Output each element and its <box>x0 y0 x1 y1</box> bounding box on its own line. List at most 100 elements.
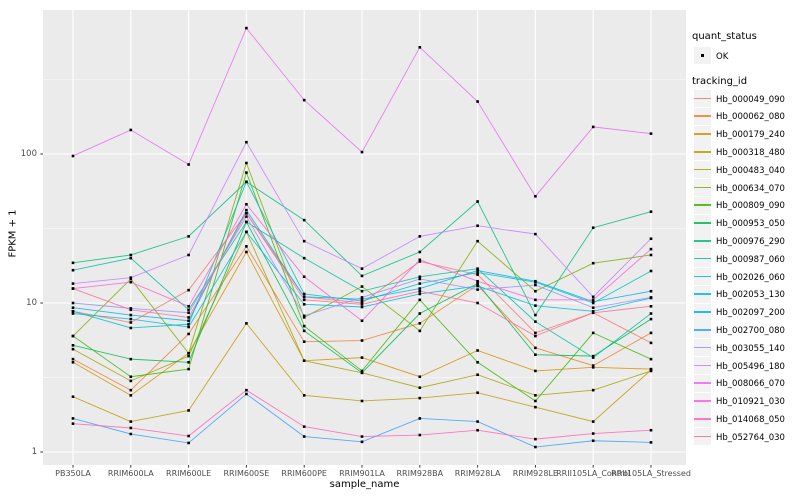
data-point-Hb_052764_030 <box>129 308 133 312</box>
data-point-Hb_000634_070 <box>476 239 479 243</box>
data-point-Hb_000953_050 <box>476 282 479 285</box>
data-point-Hb_008066_070 <box>129 128 133 132</box>
data-point-Hb_000062_080 <box>649 331 653 335</box>
data-point-Hb_000318_480 <box>245 322 248 325</box>
data-point-Hb_014068_050 <box>534 437 537 441</box>
data-point-Hb_014068_050 <box>418 433 422 437</box>
data-point-Hb_002053_130 <box>187 325 190 329</box>
data-point-Hb_000987_060 <box>71 268 75 272</box>
data-point-Hb_002700_080 <box>418 417 422 420</box>
data-point-Hb_000318_480 <box>71 395 75 399</box>
data-point-Hb_000809_090 <box>302 324 306 328</box>
data-point-Hb_003055_140 <box>245 215 248 218</box>
data-point-Hb_052764_030 <box>187 316 190 319</box>
data-point-Hb_000976_290 <box>591 226 595 230</box>
data-point-Hb_000987_060 <box>187 308 190 312</box>
data-point-Hb_010921_030 <box>418 258 422 262</box>
data-point-Hb_002053_130 <box>534 304 537 307</box>
data-point-Hb_000049_090 <box>649 341 653 345</box>
data-point-Hb_002026_060 <box>71 309 75 313</box>
data-point-Hb_000953_050 <box>534 353 537 356</box>
data-point-Hb_005496_180 <box>302 239 306 243</box>
data-point-Hb_052764_030 <box>360 303 364 306</box>
data-point-Hb_000483_040 <box>649 369 653 373</box>
data-point-Hb_005496_180 <box>418 235 422 238</box>
data-point-Hb_000318_480 <box>534 405 537 409</box>
panel-background <box>43 10 686 465</box>
data-point-Hb_000318_480 <box>360 399 364 403</box>
data-point-Hb_002097_200 <box>71 306 75 309</box>
data-point-Hb_000976_290 <box>360 274 364 278</box>
data-point-Hb_010921_030 <box>187 305 190 308</box>
data-point-Hb_010921_030 <box>476 279 479 283</box>
data-point-Hb_000953_050 <box>187 360 190 364</box>
data-point-Hb_000809_090 <box>245 171 248 174</box>
data-point-Hb_000634_070 <box>418 329 422 333</box>
data-point-Hb_000062_080 <box>129 388 133 392</box>
data-point-Hb_000049_090 <box>476 273 479 276</box>
data-point-Hb_014068_050 <box>360 435 364 438</box>
data-point-Hb_000179_240 <box>418 375 422 379</box>
data-point-Hb_052764_030 <box>71 287 75 290</box>
data-point-Hb_000809_090 <box>187 367 190 371</box>
data-point-Hb_000062_080 <box>591 364 595 367</box>
data-point-Hb_000179_240 <box>360 356 364 359</box>
data-point-Hb_000987_060 <box>534 320 537 323</box>
data-point-Hb_000953_050 <box>302 329 306 333</box>
data-point-Hb_000809_090 <box>591 331 595 335</box>
data-point-Hb_014068_050 <box>187 434 190 438</box>
data-point-Hb_000634_070 <box>129 277 133 281</box>
data-point-Hb_002097_200 <box>534 279 537 283</box>
data-point-Hb_000049_090 <box>534 331 537 335</box>
data-point-Hb_002700_080 <box>591 439 595 443</box>
data-point-Hb_010921_030 <box>591 298 595 302</box>
data-point-Hb_005496_180 <box>245 140 248 144</box>
data-point-Hb_008066_070 <box>534 195 537 198</box>
data-point-Hb_002097_200 <box>591 300 595 304</box>
data-point-Hb_000483_040 <box>129 379 133 383</box>
data-point-Hb_002026_060 <box>129 326 133 330</box>
data-point-Hb_002700_080 <box>360 440 364 444</box>
data-point-Hb_000483_040 <box>418 386 422 390</box>
data-point-Hb_008066_070 <box>71 154 75 158</box>
data-point-Hb_003055_140 <box>476 288 479 291</box>
data-point-Hb_000179_240 <box>129 394 133 397</box>
data-point-Hb_000987_060 <box>418 275 422 279</box>
data-point-Hb_000049_090 <box>418 260 422 263</box>
data-point-Hb_000953_050 <box>418 312 422 315</box>
data-point-Hb_000953_050 <box>591 354 595 358</box>
data-point-Hb_000987_060 <box>360 289 364 293</box>
data-point-Hb_000179_240 <box>534 369 537 373</box>
data-point-Hb_010921_030 <box>360 319 364 323</box>
data-point-Hb_000634_070 <box>302 316 306 319</box>
data-point-Hb_010921_030 <box>302 275 306 279</box>
data-point-Hb_000062_080 <box>302 340 306 343</box>
data-point-Hb_005496_180 <box>360 267 364 270</box>
data-point-Hb_000976_290 <box>534 313 537 317</box>
data-point-Hb_014068_050 <box>476 428 479 432</box>
data-point-Hb_003055_140 <box>534 283 537 287</box>
data-point-Hb_014068_050 <box>71 422 75 425</box>
data-point-Hb_002053_130 <box>302 303 306 306</box>
data-point-Hb_005496_180 <box>649 237 653 241</box>
data-point-Hb_000987_060 <box>245 220 248 224</box>
data-point-Hb_000049_090 <box>187 288 190 292</box>
data-point-Hb_000062_080 <box>245 245 248 248</box>
data-point-Hb_000987_060 <box>476 267 479 270</box>
data-point-Hb_000634_070 <box>649 253 653 257</box>
data-point-Hb_008066_070 <box>476 100 479 103</box>
data-point-Hb_000179_240 <box>476 349 479 352</box>
data-point-Hb_002097_200 <box>245 208 248 212</box>
data-point-Hb_000062_080 <box>71 357 75 361</box>
data-point-Hb_002700_080 <box>129 432 133 436</box>
data-point-Hb_000179_240 <box>71 360 75 364</box>
data-point-Hb_002097_200 <box>302 295 306 299</box>
data-point-Hb_000483_040 <box>187 354 190 358</box>
data-point-Hb_052764_030 <box>591 311 595 315</box>
data-point-Hb_003055_140 <box>71 301 75 305</box>
data-point-Hb_000976_290 <box>71 261 75 265</box>
data-point-Hb_000987_060 <box>302 256 306 260</box>
data-point-Hb_002700_080 <box>476 420 479 423</box>
data-point-Hb_000318_480 <box>476 391 479 395</box>
